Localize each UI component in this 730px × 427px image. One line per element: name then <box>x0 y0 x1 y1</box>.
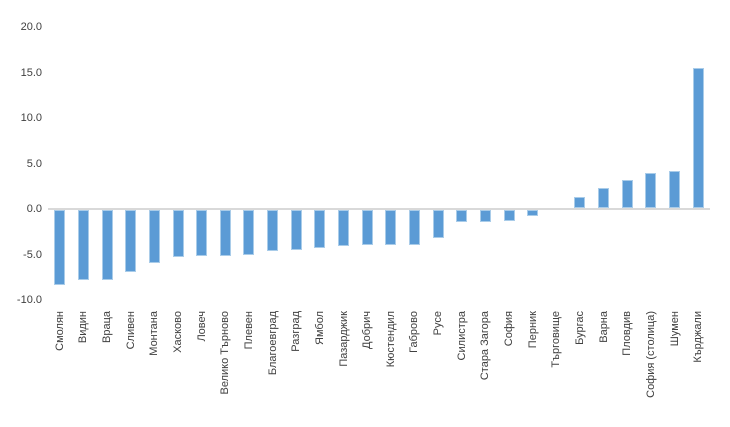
bar-26 <box>669 171 680 208</box>
x-axis-label: Пловдив <box>621 311 633 356</box>
y-axis-tick-label: -5.0 <box>23 249 42 261</box>
bar-13 <box>362 210 373 245</box>
bar-24 <box>622 180 633 208</box>
x-axis-label: Враца <box>101 311 113 343</box>
bar-15 <box>409 210 420 245</box>
x-axis-label: Видин <box>77 311 89 344</box>
y-axis-tick-label: 15.0 <box>20 67 42 79</box>
y-axis-tick-label: 5.0 <box>26 158 42 170</box>
bar-9 <box>267 210 278 251</box>
bar-14 <box>385 210 396 245</box>
x-axis-label: Силистра <box>456 311 468 361</box>
x-axis-label: Русе <box>432 311 444 336</box>
bar-25 <box>645 173 656 208</box>
bar-20 <box>527 210 538 216</box>
x-axis-label: Хасково <box>172 311 184 353</box>
bar-3 <box>125 210 136 272</box>
bar-17 <box>456 210 467 222</box>
x-axis-label: София (столица) <box>645 311 657 398</box>
x-axis-label: Ловеч <box>196 311 208 342</box>
y-axis-tick-label: 0.0 <box>26 203 42 215</box>
x-axis-label: Велико Търново <box>219 311 231 395</box>
bar-16 <box>433 210 444 238</box>
bar-6 <box>196 210 207 256</box>
x-axis-label: Кюстендил <box>385 311 397 368</box>
x-axis-label: София <box>503 311 515 347</box>
x-axis-label: Шумен <box>669 311 681 347</box>
zero-axis-line <box>48 208 710 210</box>
y-axis-tick-label: -10.0 <box>16 294 42 306</box>
x-axis-label: Сливен <box>125 311 137 350</box>
x-axis-label: Габрово <box>408 311 420 353</box>
bar-22 <box>574 197 585 208</box>
bar-11 <box>314 210 325 248</box>
bar-4 <box>149 210 160 263</box>
x-axis-label: Бургас <box>574 311 586 345</box>
bar-7 <box>220 210 231 256</box>
bar-2 <box>102 210 113 280</box>
y-axis-tick-label: 10.0 <box>20 112 42 124</box>
x-axis-label: Варна <box>598 311 610 343</box>
x-axis-label: Монтана <box>148 311 160 356</box>
x-axis-label: Ямбол <box>314 311 326 345</box>
bar-27 <box>693 68 704 208</box>
x-axis-label: Разград <box>290 311 302 352</box>
x-axis-label: Търговище <box>550 311 562 368</box>
x-axis-label: Пазарджик <box>338 311 350 367</box>
bar-8 <box>243 210 254 255</box>
x-axis-label: Перник <box>527 311 539 349</box>
x-axis-label: Добрич <box>361 311 373 349</box>
bar-10 <box>291 210 302 250</box>
bar-0 <box>54 210 65 285</box>
y-axis-tick-label: 20.0 <box>20 21 42 33</box>
bar-18 <box>480 210 491 222</box>
bar-23 <box>598 188 609 208</box>
bar-5 <box>173 210 184 257</box>
bar-1 <box>78 210 89 280</box>
bar-19 <box>504 210 515 221</box>
x-axis-label: Смолян <box>54 311 66 351</box>
x-axis-label: Стара Загора <box>479 311 491 381</box>
x-axis-label: Кърджали <box>692 311 704 363</box>
x-axis-label: Плевен <box>243 311 255 350</box>
bar-12 <box>338 210 349 246</box>
x-axis-label: Благоевград <box>267 311 279 376</box>
